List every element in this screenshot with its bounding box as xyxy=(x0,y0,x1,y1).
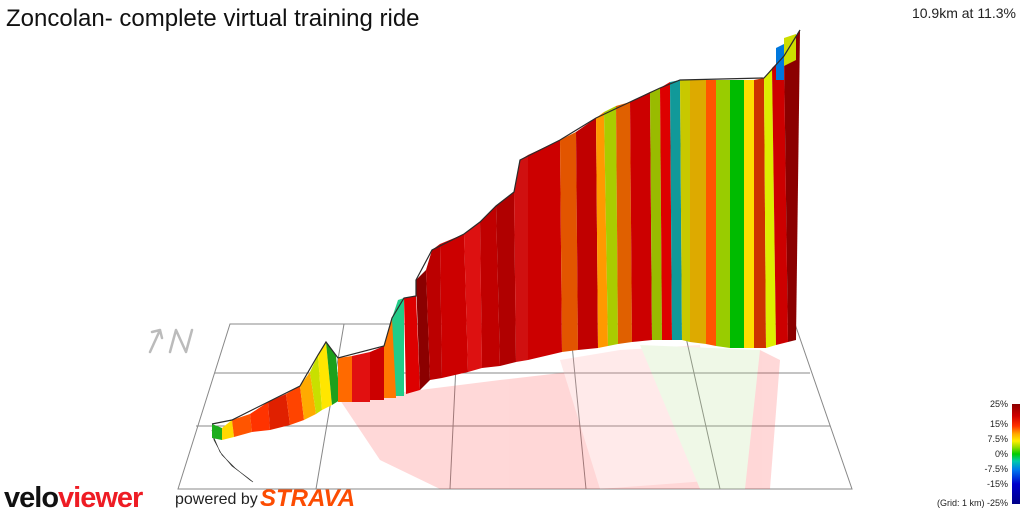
legend-tick-neg-15: -15% xyxy=(986,479,1008,489)
profile-top-edge xyxy=(211,29,801,425)
grid-note: (Grid: 1 km) -25% xyxy=(936,498,1008,508)
logo-viewer: viewer xyxy=(58,482,143,514)
legend-tick-neg-7-5: -7.5% xyxy=(984,464,1008,474)
gradient-legend-bar xyxy=(1012,404,1020,504)
legend-tick-25: 25% xyxy=(989,399,1008,409)
logo-velo: velo xyxy=(4,482,59,514)
profile-reflection xyxy=(340,345,780,489)
profile-main-climb xyxy=(338,30,800,402)
profile-start-section xyxy=(211,342,340,483)
strava-logo[interactable]: STRAVA xyxy=(260,485,356,512)
legend-tick-15: 15% xyxy=(989,419,1008,429)
segment-stat: 10.9km at 11.3% xyxy=(911,5,1016,21)
powered-by-text: powered by xyxy=(175,491,258,508)
legend-tick-0: 0% xyxy=(994,449,1008,459)
veloviewer-logo[interactable]: veloviewer xyxy=(4,482,143,514)
legend-tick-7-5: 7.5% xyxy=(987,434,1008,444)
north-arrow-icon xyxy=(148,328,194,354)
page-title: Zoncolan- complete virtual training ride xyxy=(6,5,420,32)
